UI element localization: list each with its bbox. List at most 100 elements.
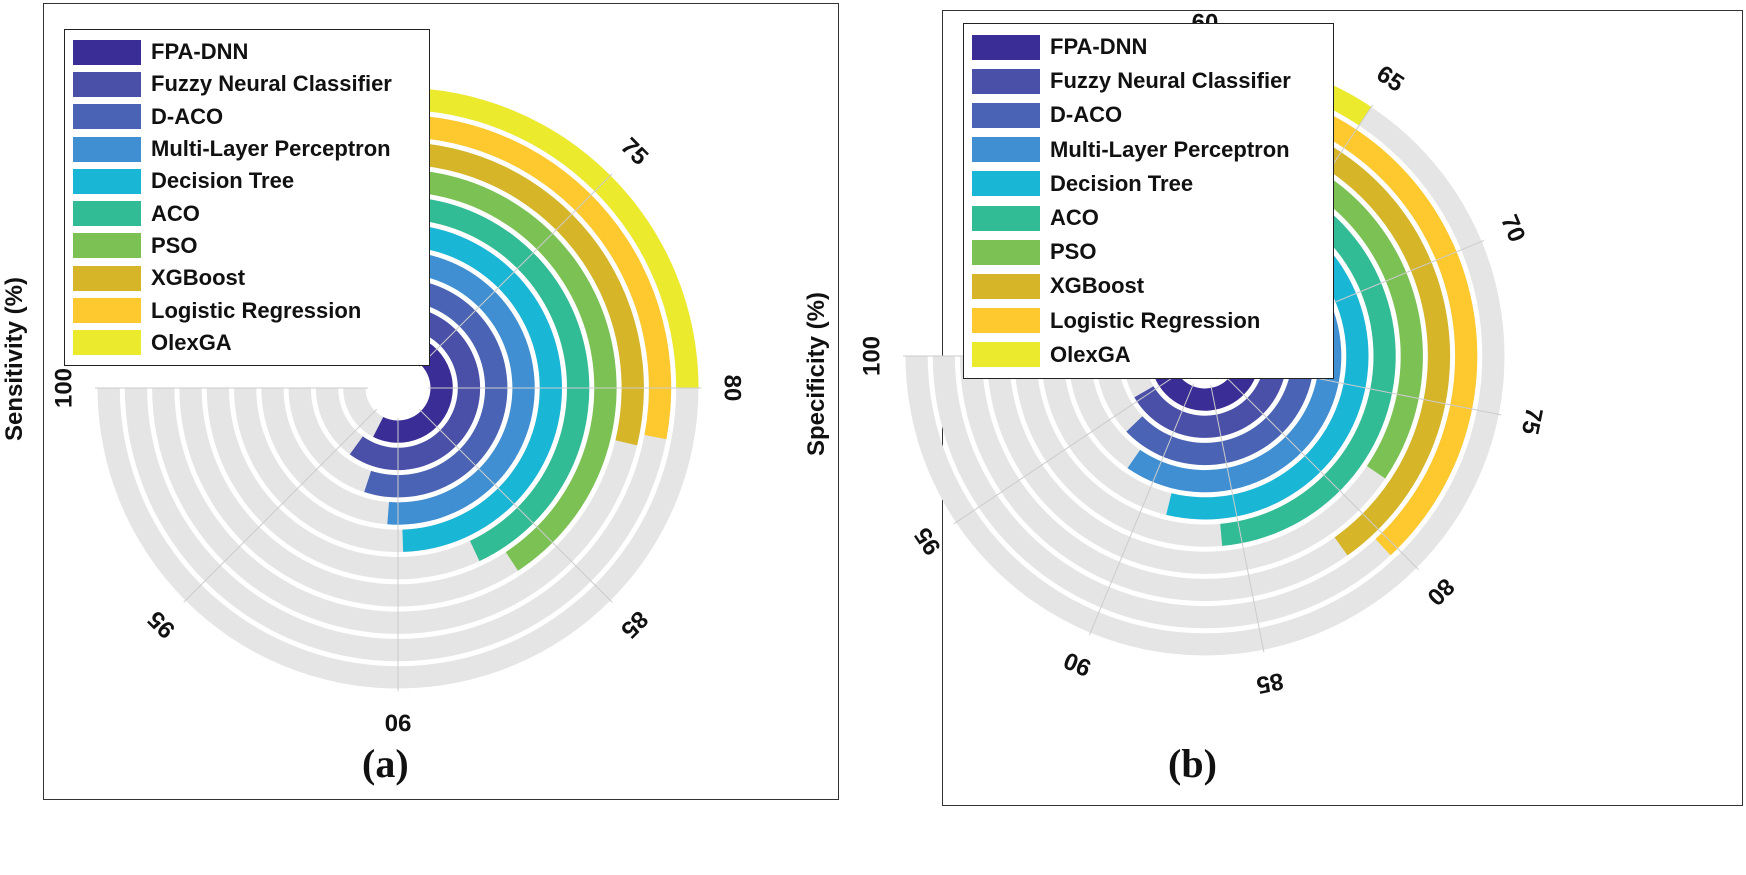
legend-label: Logistic Regression <box>151 297 362 323</box>
grid-spoke <box>418 408 613 603</box>
bar-xgboost <box>1205 110 1451 556</box>
legend-item: Fuzzy Neural Classifier <box>972 64 1325 98</box>
legend-swatch <box>73 298 141 324</box>
bar-d-aco <box>364 278 508 498</box>
legend-label: FPA-DNN <box>151 39 249 65</box>
legend-item: Decision Tree <box>73 165 421 197</box>
legend-swatch <box>73 265 141 291</box>
bar-fpa-dnn <box>373 333 453 443</box>
legend-swatch <box>972 102 1040 128</box>
tick-label: 75 <box>615 133 653 171</box>
legend-item: Fuzzy Neural Classifier <box>73 68 421 100</box>
legend-swatch <box>73 39 141 65</box>
legend-item: D-ACO <box>972 98 1325 132</box>
legend-item: ACO <box>73 197 421 229</box>
legend-label: FPA-DNN <box>1050 34 1148 60</box>
bar-aco <box>1205 165 1396 546</box>
legend-item: Decision Tree <box>972 167 1325 201</box>
legend-swatch <box>73 201 141 227</box>
legend-swatch <box>972 342 1040 368</box>
bar-d-aco <box>1126 246 1315 466</box>
legend-label: Fuzzy Neural Classifier <box>1050 68 1291 94</box>
legend-swatch <box>972 308 1040 334</box>
tick-label: 95 <box>143 605 181 643</box>
legend-label: D-ACO <box>1050 102 1123 128</box>
legend-item: FPA-DNN <box>972 30 1325 64</box>
caption-a: (a) <box>362 741 409 786</box>
tick-label: 75 <box>1516 405 1548 436</box>
tick-label: 65 <box>1371 60 1408 97</box>
legend-item: ACO <box>972 201 1325 235</box>
legend-label: XGBoost <box>1050 273 1145 299</box>
legend-label: OlexGA <box>1050 341 1131 367</box>
tick-label: 100 <box>50 368 77 408</box>
bar-olexga <box>398 87 699 388</box>
legend-label: Logistic Regression <box>1050 307 1261 333</box>
legend-label: Multi-Layer Perceptron <box>1050 136 1290 162</box>
bar-logistic-regression <box>1205 83 1478 556</box>
legend-swatch <box>972 68 1040 94</box>
tick-label: 85 <box>615 605 653 643</box>
legend-label: Fuzzy Neural Classifier <box>151 71 392 97</box>
bar-pso <box>1205 138 1423 479</box>
legend-label: Decision Tree <box>1050 170 1194 196</box>
legend-swatch <box>972 137 1040 163</box>
grid-spoke <box>1088 383 1194 636</box>
grid-spoke <box>1210 385 1265 653</box>
legend-swatch <box>73 71 141 97</box>
tick-label: 80 <box>1422 573 1460 611</box>
legend-item: XGBoost <box>972 269 1325 303</box>
legend-swatch <box>73 233 141 259</box>
bar-multi-layer-perceptron <box>1127 219 1342 493</box>
tick-label: 80 <box>719 375 746 402</box>
tick-label: 70 <box>1495 211 1530 246</box>
legend-swatch <box>73 136 141 162</box>
legend-item: Multi-Layer Perceptron <box>972 133 1325 167</box>
legend-item: FPA-DNN <box>73 36 421 68</box>
legend-a: FPA-DNN Fuzzy Neural Classifier D-ACO Multi… <box>64 29 430 366</box>
legend-item: Logistic Regression <box>73 294 421 326</box>
grid-spoke <box>418 173 613 368</box>
caption-b: (b) <box>1168 741 1217 786</box>
bar-multi-layer-perceptron <box>387 251 535 525</box>
legend-label: PSO <box>1050 239 1097 265</box>
legend-item: D-ACO <box>73 101 421 133</box>
tick-label: 90 <box>385 709 412 736</box>
legend-item: OlexGA <box>73 327 421 359</box>
legend-label: OlexGA <box>151 329 232 355</box>
y-axis-label-a: Sensitivity (%) <box>1 276 28 442</box>
grid-spoke <box>183 408 378 603</box>
grid-spoke <box>1225 376 1419 570</box>
legend-swatch <box>73 168 141 194</box>
legend-swatch <box>972 205 1040 231</box>
bar-decision-tree <box>398 224 562 552</box>
legend-swatch <box>73 330 141 356</box>
legend-item: PSO <box>972 235 1325 269</box>
legend-label: D-ACO <box>151 103 224 129</box>
y-axis-label-b: Specificity (%) <box>803 291 830 457</box>
bar-fuzzy-neural-classifier <box>349 305 481 471</box>
legend-swatch <box>972 34 1040 60</box>
bar-aco <box>398 196 590 562</box>
legend-label: XGBoost <box>151 265 246 291</box>
legend-swatch <box>73 104 141 130</box>
legend-label: PSO <box>151 232 198 258</box>
legend-swatch <box>972 171 1040 197</box>
legend-item: PSO <box>73 230 421 262</box>
legend-swatch <box>972 239 1040 265</box>
legend-swatch <box>972 273 1040 299</box>
legend-item: Logistic Regression <box>972 304 1325 338</box>
tick-label: 95 <box>909 522 946 559</box>
legend-item: OlexGA <box>972 338 1325 372</box>
legend-label: Decision Tree <box>151 168 295 194</box>
grid-spoke <box>953 372 1181 525</box>
legend-label: ACO <box>151 200 200 226</box>
legend-item: Multi-Layer Perceptron <box>73 133 421 165</box>
legend-label: Multi-Layer Perceptron <box>151 136 391 162</box>
legend-item: XGBoost <box>73 262 421 294</box>
legend-b: FPA-DNN Fuzzy Neural Classifier D-ACO Multi… <box>963 23 1334 379</box>
tick-label: 90 <box>1060 646 1095 681</box>
